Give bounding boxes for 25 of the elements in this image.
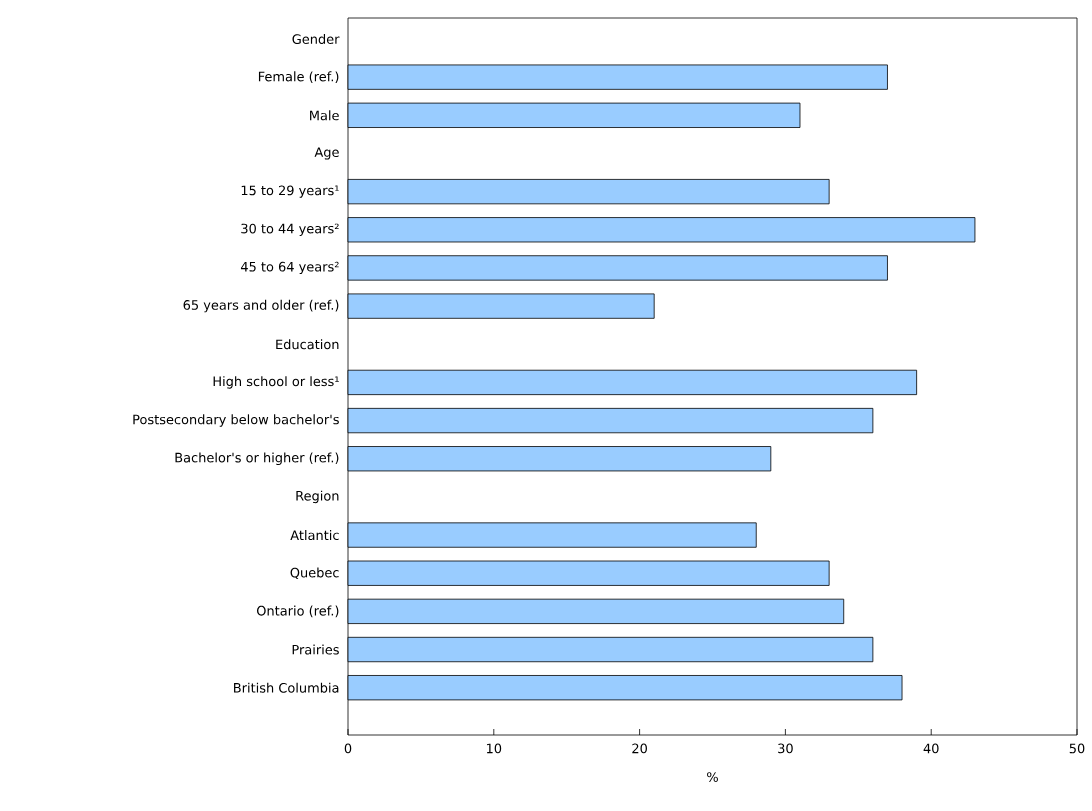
y-tick-label: Quebec <box>290 567 339 579</box>
y-tick-label: Atlantic <box>290 530 339 541</box>
y-tick-label: Female (ref.) <box>258 71 339 83</box>
x-tick-label: 20 <box>632 743 647 754</box>
y-tick-label: 30 to 44 years² <box>241 223 339 236</box>
y-tick-label: Bachelor's or higher (ref.) <box>175 452 339 465</box>
x-axis-title: % <box>707 772 718 782</box>
y-tick-label: Gender <box>292 33 340 44</box>
x-tick-label: 40 <box>923 743 939 754</box>
y-tick-label: 45 to 64 years² <box>240 261 339 275</box>
y-tick-label: Education <box>276 339 339 350</box>
y-tick-label: Region <box>296 490 339 504</box>
x-tick-label: 10 <box>486 743 502 754</box>
y-tick-label: High school or less¹ <box>213 376 339 389</box>
y-tick-label: Ontario (ref.) <box>256 605 339 618</box>
y-tick-label: 15 to 29 years¹ <box>241 185 339 198</box>
y-tick-label: Male <box>310 110 339 121</box>
y-tick-label: British Columbia <box>234 682 339 693</box>
x-tick-label: 30 <box>778 743 793 754</box>
y-tick-label: Prairies <box>292 644 339 655</box>
y-tick-label: Postsecondary below bachelor's <box>133 414 339 427</box>
y-tick-label: Age <box>314 147 339 160</box>
x-tick-label: 50 <box>1069 743 1085 754</box>
y-tick-label: 65 years and older (ref.) <box>183 299 339 313</box>
x-tick-label: 0 <box>344 743 352 754</box>
